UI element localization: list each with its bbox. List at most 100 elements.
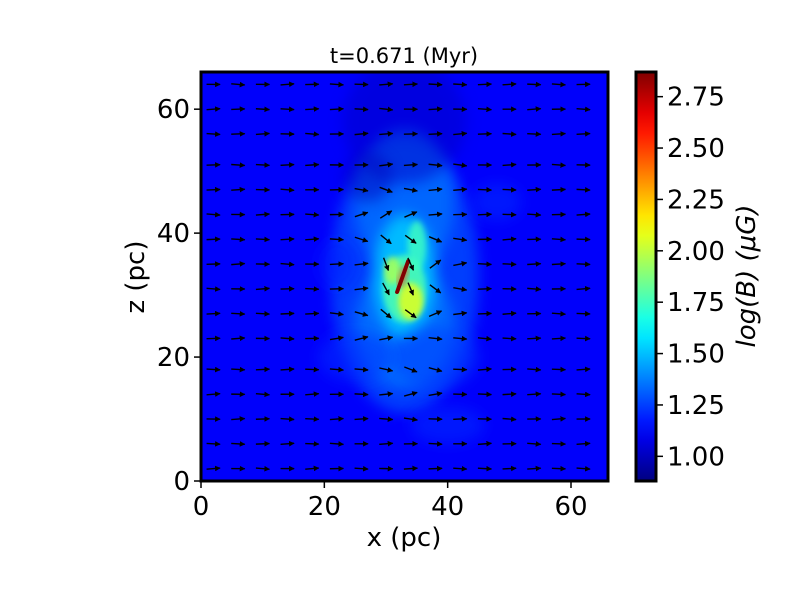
field-vector-arrow [428,465,443,472]
field-vector-arrow [379,416,394,422]
x-tick-label: 0 [193,492,210,522]
field-vector-arrow [453,162,468,168]
field-vector-arrow [428,391,443,397]
field-vector-arrow [231,366,246,373]
field-vector-arrow [551,236,566,243]
field-peak [395,259,411,294]
x-axis-ticks: 0 20 40 60 [193,481,588,522]
field-vector-arrow [255,440,271,447]
field-blob [407,220,427,271]
field-vector-arrow [231,236,246,243]
field-vector-arrow [527,81,542,88]
colorbar-tick-label: 1.75 [667,288,725,318]
y-axis-label: z (pc) [121,241,151,314]
colorbar-label: log(B) (μG) [732,205,762,348]
field-vector-arrow [502,162,517,168]
field-vector-arrow [527,335,542,342]
field-vector-arrow [527,391,542,397]
field-vector-arrow [280,261,295,268]
field-vector-arrow [329,441,344,447]
colorbar-tick-label: 1.25 [667,391,725,421]
field-vector-arrow [527,366,542,373]
field-vector-arrow [206,186,221,193]
field-vector-arrow [255,236,270,243]
field-vector-arrow [453,236,468,243]
y-axis-ticks: 0 20 40 60 [157,95,201,497]
field-vector-arrow [551,391,567,398]
field-vector-arrow [354,465,369,472]
field-vector-arrow [231,310,246,317]
field-blob [472,183,522,221]
field-vector-arrow [502,335,517,342]
field-vector-arrow [576,391,591,398]
field-vector-arrow [329,335,344,341]
field-vector-arrow [477,261,492,267]
field-vector-arrow [576,187,591,193]
field-vector-arrow [527,131,542,137]
field-vector-arrow [576,211,591,218]
field-vector-arrow [354,285,369,292]
field-vector-arrow [255,391,270,398]
field-vector-arrow [305,310,320,317]
field-vector-arrow [527,106,542,112]
field-vector-arrow [382,257,390,272]
field-vector-arrow [453,186,468,193]
field-vector-arrow [231,416,246,422]
field-blob [392,326,479,389]
field-vector-arrow [380,308,392,319]
field-vector-arrow [280,366,295,373]
field-vector-arrow [477,440,492,447]
colorbar-tick-label: 1.00 [667,442,725,472]
field-vector-arrow [428,236,443,243]
field-vector-arrow [206,211,221,218]
field-vector-arrow [551,162,566,168]
field-vector-arrow [354,187,369,193]
field-vector-arrow [354,335,369,341]
field-blob [398,282,423,320]
field-vector-arrow [305,106,320,112]
field-blob [410,406,485,444]
field-vector-arrow [477,465,492,472]
field-vector-arrow [429,284,442,294]
field-vector-arrow [551,311,566,317]
field-vector-arrow [576,465,591,472]
field-vector-arrow [206,162,221,168]
vector-field [206,81,591,472]
field-vector-arrow [404,309,417,319]
field-vector-arrow [354,391,369,398]
field-vector-arrow [379,391,394,397]
field-vector-arrow [280,440,295,447]
field-vector-arrow [305,162,320,168]
field-vector-arrow [576,131,591,137]
chart-title: t=0.671 (Myr) [330,44,478,68]
field-vector-arrow [502,465,517,472]
field-vector-arrow [305,286,320,292]
field-vector-arrow [354,236,369,243]
y-tick-label: 40 [157,219,190,249]
field-vector-arrow [305,416,320,422]
field-vector-arrow [206,465,221,472]
field-vector-arrow [551,131,566,137]
field-vector-arrow [453,335,468,342]
field-vector-arrow [206,131,221,137]
field-vector-arrow [255,285,270,292]
x-tick-label: 40 [431,492,464,522]
field-vector-arrow [255,162,271,168]
field-blob [384,256,401,284]
field-vector-arrow [354,416,369,422]
x-tick-label: 60 [554,492,587,522]
field-vector-arrow [305,131,320,137]
field-vector-arrow [329,261,344,267]
field-vector-arrow [305,236,320,242]
field-vector-arrow [551,441,567,447]
field-vector-arrow [428,106,443,112]
field-vector-arrow [551,416,566,422]
field-vector-arrow [477,81,493,88]
field-vector-arrow [379,106,394,113]
field-vector-arrow [280,310,295,317]
field-vector-arrow [551,186,566,193]
field-vector-arrow [379,186,393,193]
field-vector-arrow [280,106,295,113]
field-vector-arrow [379,210,393,219]
